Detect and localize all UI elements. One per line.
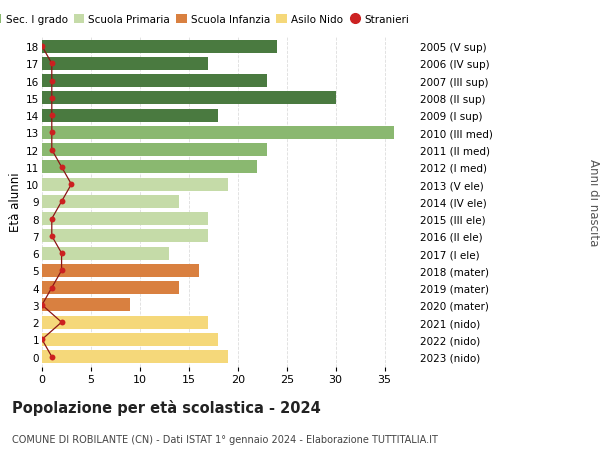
Point bbox=[47, 95, 56, 102]
Point bbox=[47, 215, 56, 223]
Bar bbox=[42, 75, 267, 88]
Bar bbox=[42, 299, 130, 312]
Text: COMUNE DI ROBILANTE (CN) - Dati ISTAT 1° gennaio 2024 - Elaborazione TUTTITALIA.: COMUNE DI ROBILANTE (CN) - Dati ISTAT 1°… bbox=[12, 434, 438, 444]
Point bbox=[37, 302, 47, 309]
Point bbox=[47, 233, 56, 240]
Point bbox=[37, 44, 47, 51]
Bar bbox=[42, 178, 228, 191]
Point bbox=[57, 164, 67, 171]
Point bbox=[57, 198, 67, 206]
Legend: Sec. II grado, Sec. I grado, Scuola Primaria, Scuola Infanzia, Asilo Nido, Stran: Sec. II grado, Sec. I grado, Scuola Prim… bbox=[0, 15, 409, 25]
Point bbox=[47, 112, 56, 120]
Bar bbox=[42, 247, 169, 260]
Bar bbox=[42, 230, 208, 243]
Bar bbox=[42, 109, 218, 123]
Point bbox=[47, 78, 56, 85]
Bar bbox=[42, 213, 208, 226]
Point bbox=[57, 319, 67, 326]
Bar bbox=[42, 161, 257, 174]
Bar bbox=[42, 350, 228, 364]
Point bbox=[47, 353, 56, 361]
Bar bbox=[42, 58, 208, 71]
Y-axis label: Età alunni: Età alunni bbox=[9, 172, 22, 232]
Point bbox=[67, 181, 76, 188]
Point bbox=[47, 147, 56, 154]
Point bbox=[47, 284, 56, 292]
Bar bbox=[42, 196, 179, 208]
Bar bbox=[42, 333, 218, 346]
Bar bbox=[42, 281, 179, 295]
Point bbox=[47, 129, 56, 137]
Bar bbox=[42, 144, 267, 157]
Text: Popolazione per età scolastica - 2024: Popolazione per età scolastica - 2024 bbox=[12, 399, 321, 415]
Bar bbox=[42, 127, 394, 140]
Text: Anni di nascita: Anni di nascita bbox=[587, 158, 600, 246]
Bar bbox=[42, 40, 277, 54]
Bar bbox=[42, 264, 199, 277]
Point bbox=[57, 250, 67, 257]
Bar bbox=[42, 92, 335, 105]
Point bbox=[47, 61, 56, 68]
Bar bbox=[42, 316, 208, 329]
Point bbox=[37, 336, 47, 343]
Point bbox=[57, 267, 67, 274]
